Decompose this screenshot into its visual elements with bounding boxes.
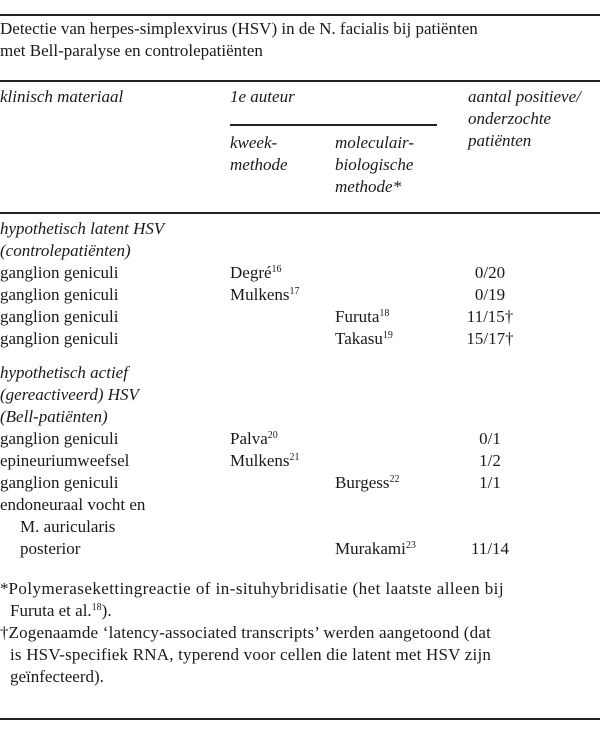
- table-row: ganglion geniculi Burgess22 1/1: [0, 472, 600, 494]
- header-culture-method: kweek- methode: [230, 132, 288, 176]
- author: Burgess: [335, 473, 390, 492]
- author: Furuta: [335, 307, 380, 326]
- ref: 23: [405, 540, 416, 551]
- footnote-text: is HSV-specifiek RNA, typerend voor cell…: [10, 645, 492, 664]
- culture-author: Degré16: [230, 262, 282, 284]
- footnote-text: Zogenaamde ‘latency-associated transcrip…: [8, 623, 492, 642]
- material: ganglion geniculi: [0, 429, 119, 448]
- header-molecular-method: moleculair- biologische methode*: [335, 132, 414, 198]
- group-title-line: (controlepatiënten): [0, 241, 131, 260]
- table-row: endoneuraal vocht en: [0, 494, 600, 516]
- author: Palva: [230, 429, 268, 448]
- header-top-rule: [0, 80, 600, 82]
- material: M. auricularis: [20, 517, 116, 536]
- culture-author: Palva20: [230, 428, 278, 450]
- material: epineuriumweefsel: [0, 451, 130, 470]
- footnote-text: geïnfecteerd).: [10, 667, 104, 686]
- material: posterior: [20, 539, 81, 558]
- header-line: biologische: [335, 155, 414, 174]
- header-line: moleculair-: [335, 133, 414, 152]
- culture-author: Mulkens17: [230, 284, 300, 306]
- footnote-marker: *: [0, 579, 9, 598]
- table-row: epineuriumweefsel Mulkens21 1/2: [0, 450, 600, 472]
- header-line: kweek-: [230, 133, 278, 152]
- count: 1/1: [479, 473, 501, 492]
- molecular-author: Furuta18: [335, 306, 389, 328]
- table-row: ganglion geniculi Mulkens17 0/19: [0, 284, 600, 306]
- table-row: ganglion geniculi Palva20 0/1: [0, 428, 600, 450]
- bottom-rule: [0, 718, 600, 720]
- footnote-text: Furuta et al.: [10, 601, 92, 620]
- table-row: ganglion geniculi Takasu19 15/17†: [0, 328, 600, 350]
- ref: 21: [289, 452, 300, 463]
- ref: 19: [382, 330, 393, 341]
- group-title: (gereactiveerd) HSV: [0, 384, 600, 406]
- material: ganglion geniculi: [0, 307, 119, 326]
- group-title: (controlepatiënten): [0, 240, 600, 262]
- author: Mulkens: [230, 285, 290, 304]
- count: 1/2: [479, 451, 501, 470]
- group-title-line: hypothetisch latent HSV: [0, 219, 165, 238]
- ref: 18: [379, 308, 390, 319]
- ref: 22: [389, 474, 400, 485]
- author: Takasu: [335, 329, 383, 348]
- molecular-author: Burgess22: [335, 472, 399, 494]
- header-bottom-rule: [0, 212, 600, 214]
- table-row: ganglion geniculi Degré16 0/20: [0, 262, 600, 284]
- material: endoneuraal vocht en: [0, 495, 146, 514]
- material: ganglion geniculi: [0, 473, 119, 492]
- table-row-continued: M. auricularis: [0, 516, 600, 538]
- header-line: methode: [230, 155, 288, 174]
- group-title: (Bell-patiënten): [0, 406, 600, 428]
- material: ganglion geniculi: [0, 329, 119, 348]
- count: 0/20: [474, 263, 506, 282]
- group-title: hypothetisch latent HSV: [0, 218, 600, 240]
- molecular-author: Takasu19: [335, 328, 393, 350]
- author: Murakami: [335, 539, 406, 558]
- header-positive-count: aantal positieve/ onderzochte patiënten: [468, 86, 581, 152]
- culture-author: Mulkens21: [230, 450, 300, 472]
- count: 15/17†: [466, 329, 514, 348]
- top-rule: [0, 14, 600, 16]
- count: 0/1: [479, 429, 501, 448]
- header-line: patiënten: [468, 131, 532, 150]
- ref: 17: [289, 286, 300, 297]
- footnote-text: ).: [101, 601, 112, 620]
- footnote-star: *Polymerasekettingreactie of in-situhybr…: [0, 578, 600, 622]
- footnote-marker: †: [0, 623, 9, 642]
- table-caption-line2: met Bell-paralyse en controlepatiënten: [0, 41, 263, 60]
- ref: 20: [267, 430, 278, 441]
- count: 11/14: [470, 539, 510, 558]
- author: Degré: [230, 263, 272, 282]
- group-title: hypothetisch actief: [0, 362, 600, 384]
- table-caption-line1: Detectie van herpes-simplexvirus (HSV) i…: [0, 19, 478, 38]
- molecular-author: Murakami23: [335, 538, 416, 560]
- ref: 18: [91, 602, 102, 613]
- material: ganglion geniculi: [0, 285, 119, 304]
- footnote-text: Polymerasekettingreactie of in-situhybri…: [8, 579, 505, 598]
- count: 11/15†: [466, 307, 514, 326]
- group-title-line: (Bell-patiënten): [0, 407, 108, 426]
- count: 0/19: [474, 285, 506, 304]
- ref: 16: [271, 264, 282, 275]
- header-group-rule: [230, 124, 437, 126]
- header-line: methode*: [335, 177, 402, 196]
- group-title-line: hypothetisch actief: [0, 363, 128, 382]
- author: Mulkens: [230, 451, 290, 470]
- table-row-continued: posterior Murakami23 11/14: [0, 538, 600, 560]
- material: ganglion geniculi: [0, 263, 119, 282]
- table-row: ganglion geniculi Furuta18 11/15†: [0, 306, 600, 328]
- header-clinical-material: klinisch materiaal: [0, 87, 124, 106]
- footnote-dagger: †Zogenaamde ‘latency-associated transcri…: [0, 622, 600, 688]
- header-line: aantal positieve/: [468, 87, 581, 106]
- header-line: onderzochte: [468, 109, 552, 128]
- header-first-author: 1e auteur: [230, 87, 295, 106]
- group-title-line: (gereactiveerd) HSV: [0, 385, 139, 404]
